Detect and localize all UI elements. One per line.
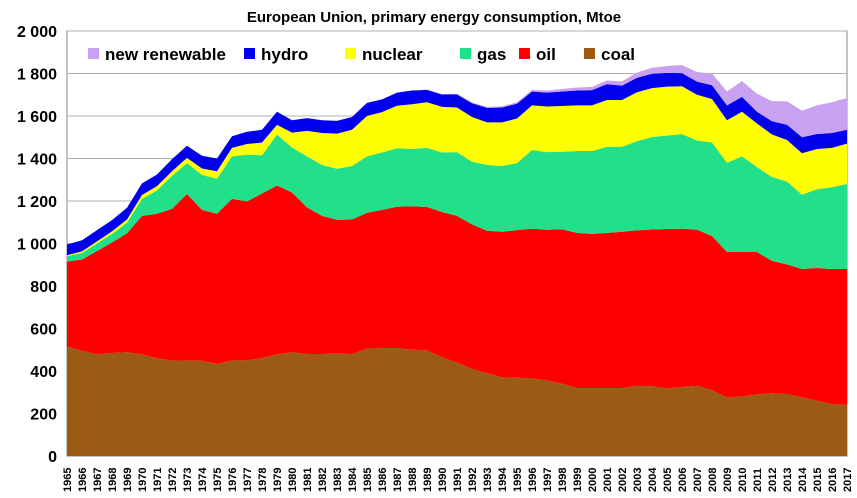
x-axis-ticks: 1965 1966 1967 1968 1969 1970 1971 1972 1973 1974… — [62, 467, 854, 492]
x-tick-label: 1973 — [182, 468, 194, 492]
x-tick-label: 1975 — [212, 468, 224, 492]
x-tick-label: 1996 — [527, 468, 539, 492]
y-axis-ticks: 0 200 400 600 800 1 000 1 200 1 400 1 600 1 800 2 … — [17, 24, 57, 466]
y-tick-label: 1 800 — [17, 67, 57, 84]
x-tick-label: 2001 — [602, 468, 614, 492]
x-tick-label: 2008 — [707, 468, 719, 492]
y-tick-label: 600 — [30, 322, 57, 339]
x-tick-label: 2016 — [827, 468, 839, 492]
legend-swatch — [519, 48, 530, 59]
legend-label: new renewable — [105, 45, 226, 64]
x-tick-label: 1970 — [137, 468, 149, 492]
y-tick-label: 200 — [30, 407, 57, 424]
x-tick-label: 1981 — [302, 468, 314, 492]
legend-label: hydro — [261, 45, 308, 64]
x-tick-label: 2010 — [737, 468, 749, 492]
x-tick-label: 2014 — [797, 467, 809, 492]
x-tick-label: 2013 — [782, 468, 794, 492]
x-tick-label: 2002 — [617, 468, 629, 492]
legend-swatch — [244, 48, 255, 59]
area-nuclear — [67, 86, 847, 257]
x-tick-label: 2006 — [677, 468, 689, 492]
x-tick-label: 1991 — [452, 468, 464, 492]
x-tick-label: 1967 — [92, 468, 104, 492]
x-tick-label: 1992 — [467, 468, 479, 492]
x-tick-label: 1987 — [392, 468, 404, 492]
x-tick-label: 1989 — [422, 468, 434, 492]
x-tick-label: 2000 — [587, 468, 599, 492]
x-tick-label: 2005 — [662, 468, 674, 492]
x-tick-label: 2007 — [692, 468, 704, 492]
legend-label: nuclear — [362, 45, 423, 64]
legend-label: oil — [536, 45, 556, 64]
area-series — [67, 65, 847, 456]
x-tick-label: 2012 — [767, 468, 779, 492]
x-tick-label: 1988 — [407, 468, 419, 492]
x-tick-label: 1993 — [482, 468, 494, 492]
x-tick-label: 1986 — [377, 468, 389, 492]
x-tick-label: 2015 — [812, 468, 824, 492]
x-tick-label: 1974 — [197, 467, 209, 492]
y-tick-label: 1 400 — [17, 152, 57, 169]
x-tick-label: 2003 — [632, 468, 644, 492]
x-tick-label: 1965 — [62, 468, 74, 492]
area-coal — [67, 346, 847, 456]
x-tick-label: 1966 — [77, 468, 89, 492]
legend-swatch — [584, 48, 595, 59]
legend-swatch — [345, 48, 356, 59]
x-tick-label: 1978 — [257, 468, 269, 492]
y-tick-label: 0 — [48, 449, 57, 466]
x-tick-label: 1979 — [272, 468, 284, 492]
chart-title: European Union, primary energy consumpti… — [247, 9, 621, 26]
y-tick-label: 800 — [30, 279, 57, 296]
legend: new renewable hydro nuclear gas oil coal — [88, 45, 635, 64]
x-tick-label: 1998 — [557, 468, 569, 492]
x-tick-label: 1990 — [437, 468, 449, 492]
x-tick-label: 1971 — [152, 468, 164, 492]
x-tick-label: 2009 — [722, 468, 734, 492]
y-tick-label: 1 200 — [17, 194, 57, 211]
x-tick-label: 1984 — [347, 467, 359, 492]
x-tick-label: 1994 — [497, 467, 509, 492]
x-tick-label: 1997 — [542, 468, 554, 492]
x-tick-label: 1977 — [242, 468, 254, 492]
area-oil — [67, 185, 847, 405]
legend-swatch — [460, 48, 471, 59]
x-tick-label: 2004 — [647, 467, 659, 492]
x-tick-label: 1983 — [332, 468, 344, 492]
y-tick-label: 400 — [30, 364, 57, 381]
x-tick-label: 1976 — [227, 468, 239, 492]
legend-label: gas — [477, 45, 506, 64]
x-tick-label: 1968 — [107, 468, 119, 492]
y-tick-label: 1 000 — [17, 237, 57, 254]
x-tick-label: 1982 — [317, 468, 329, 492]
x-tick-label: 2017 — [842, 468, 854, 492]
x-tick-label: 1985 — [362, 468, 374, 492]
x-tick-label: 1969 — [122, 468, 134, 492]
x-tick-label: 1999 — [572, 468, 584, 492]
y-tick-label: 1 600 — [17, 109, 57, 126]
x-tick-label: 1972 — [167, 468, 179, 492]
x-tick-label: 1980 — [287, 468, 299, 492]
x-tick-label: 2011 — [752, 468, 764, 492]
legend-swatch — [88, 48, 99, 59]
area-gas — [67, 134, 847, 269]
y-tick-label: 2 000 — [17, 24, 57, 41]
x-tick-label: 1995 — [512, 468, 524, 492]
legend-label: coal — [601, 45, 635, 64]
